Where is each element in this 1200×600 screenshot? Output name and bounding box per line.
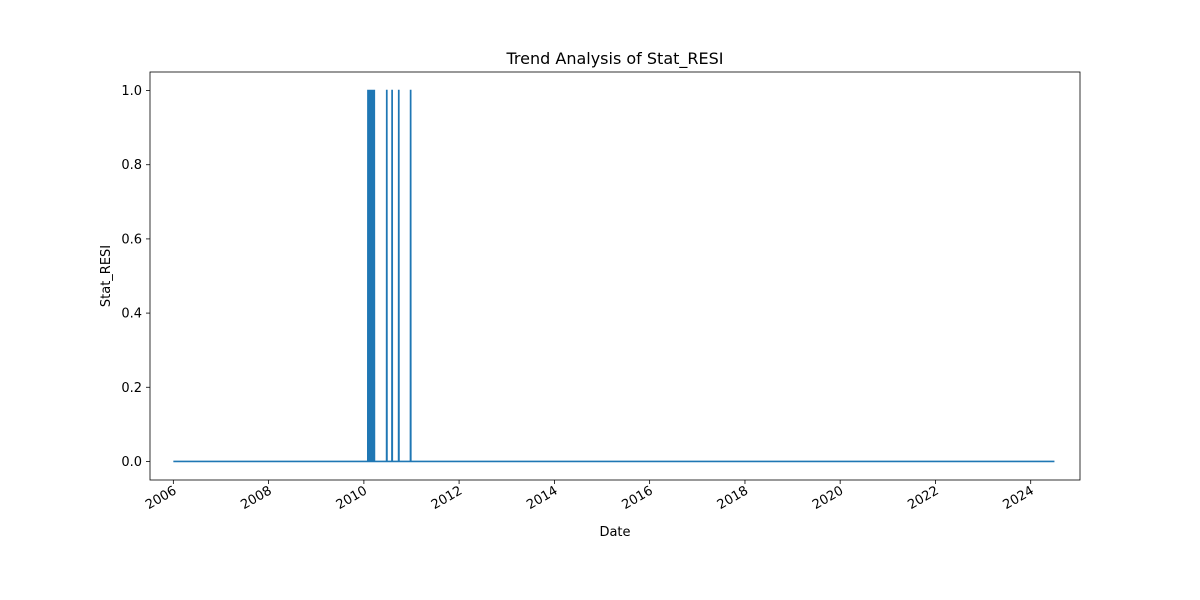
x-tick-label: 2020: [810, 483, 846, 513]
y-tick-label: 0.2: [121, 381, 142, 396]
y-tick-label: 0.0: [121, 455, 142, 470]
x-tick-label: 2012: [429, 483, 465, 513]
y-tick-label: 0.4: [121, 307, 142, 322]
x-tick-label: 2024: [1001, 483, 1037, 513]
x-axis-title: Date: [599, 525, 630, 540]
x-tick-label: 2006: [143, 483, 179, 513]
y-axis: 0.0 0.2 0.4 0.6 0.8 1.0: [121, 84, 150, 470]
y-tick-label: 0.8: [121, 158, 142, 173]
y-tick-label: 0.6: [121, 232, 142, 247]
x-tick-label: 2008: [238, 483, 274, 513]
y-tick-label: 1.0: [121, 84, 142, 99]
x-tick-label: 2010: [334, 483, 370, 513]
x-tick-label: 2016: [619, 483, 655, 513]
x-tick-label: 2022: [905, 483, 941, 513]
y-axis-title: Stat_RESI: [99, 245, 114, 307]
series-line: [173, 89, 1055, 463]
plot-frame: [149, 71, 1081, 481]
chart-title: Trend Analysis of Stat_RESI: [506, 49, 724, 69]
x-tick-label: 2014: [524, 483, 560, 513]
x-tick-label: 2018: [715, 483, 751, 513]
plot-background: [150, 72, 1080, 480]
x-axis: 2006 2008 2010 2012 2014 2016 2018 2020 2022 2024: [143, 480, 1037, 513]
